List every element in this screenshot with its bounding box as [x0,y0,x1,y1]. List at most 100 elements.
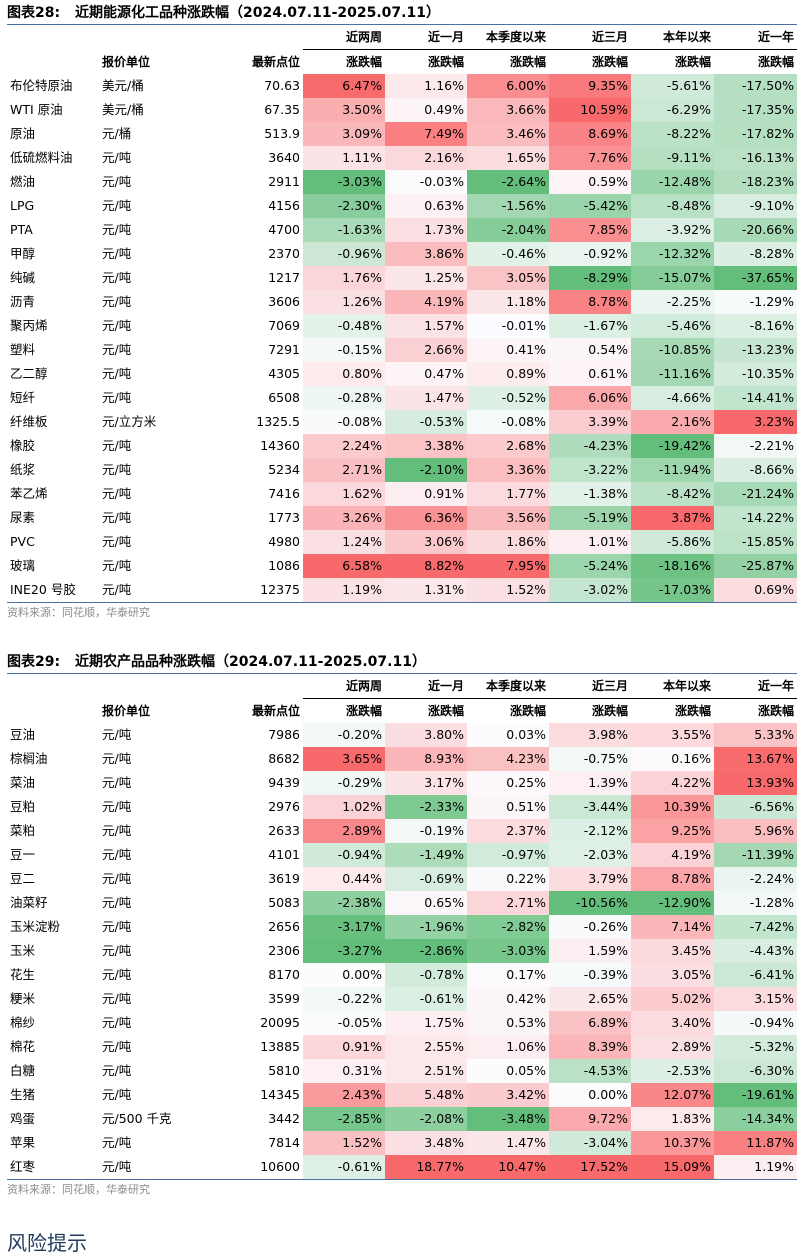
change-cell: -16.13% [714,146,797,170]
change-cell: -3.04% [549,1131,631,1155]
change-cell: 1.06% [467,1035,549,1059]
change-cell: 3.56% [467,506,549,530]
item-name: 菜油 [10,775,36,790]
item-name: 布伦特原油 [10,78,73,93]
header-cell [99,674,207,699]
change-cell: -1.49% [385,843,467,867]
header-row: 近两周 近一月 本季度以来 近三月 本年以来 近一年 [7,25,797,50]
change-cell: 3.66% [467,98,549,122]
table-row: 玉米 元/吨 2306 -3.27% -2.86% -3.03% 1.59% 3.45% -4.… [7,939,797,963]
change-cell: -19.61% [714,1083,797,1107]
latest-price: 70.63 [264,78,300,93]
latest-price: 3442 [268,1111,300,1126]
quote-unit: 元/吨 [102,1039,132,1054]
change-cell: -15.07% [631,266,714,290]
table-row: 豆油 元/吨 7986 -0.20% 3.80% 0.03% 3.98% 3.55% 5.33% [7,723,797,747]
quote-unit: 元/吨 [102,775,132,790]
change-cell: 1.86% [467,530,549,554]
change-cell: 3.05% [467,266,549,290]
header-cell: 近两周 [303,674,385,699]
change-cell: 4.19% [385,290,467,314]
change-cell: -2.04% [467,218,549,242]
change-cell: 18.77% [385,1155,467,1180]
header-cell: 涨跌幅 [509,55,546,69]
item-name: 豆粕 [10,799,36,814]
latest-price: 4700 [268,222,300,237]
change-cell: -5.61% [631,74,714,98]
change-cell: 9.35% [549,74,631,98]
change-cell: 3.55% [631,723,714,747]
header-row: 近两周 近一月 本季度以来 近三月 本年以来 近一年 [7,674,797,699]
header-cell: 最新点位 [251,54,300,69]
change-cell: 0.53% [467,1011,549,1035]
change-cell: -6.29% [631,98,714,122]
change-cell: -9.11% [631,146,714,170]
table-row: 纤维板 元/立方米 1325.5 -0.08% -0.53% -0.08% 3.39% 2.1… [7,410,797,434]
change-cell: 6.89% [549,1011,631,1035]
item-name: 燃油 [10,174,36,189]
table-row: 甲醇 元/吨 2370 -0.96% 3.86% -0.46% -0.92% -12.32% -… [7,242,797,266]
header-cell [207,25,303,50]
change-cell: 8.93% [385,747,467,771]
change-cell: 0.61% [549,362,631,386]
table-29-title: 图表29: 近期农产品品种涨跌幅（2024.07.11-2025.07.11） [7,651,797,674]
change-cell: 0.41% [467,338,549,362]
change-cell: 11.87% [714,1131,797,1155]
table-row: 短纤 元/吨 6508 -0.28% 1.47% -0.52% 6.06% -4.66% -14… [7,386,797,410]
quote-unit: 元/吨 [102,366,132,381]
change-cell: -8.29% [549,266,631,290]
change-cell: -1.56% [467,194,549,218]
change-cell: -19.42% [631,434,714,458]
change-cell: 2.65% [549,987,631,1011]
change-cell: -2.10% [385,458,467,482]
change-cell: -2.21% [714,434,797,458]
header-cell: 近一月 [385,25,467,50]
change-cell: -12.32% [631,242,714,266]
latest-price: 7291 [268,342,300,357]
change-cell: 1.18% [467,290,549,314]
change-cell: -0.75% [549,747,631,771]
change-cell: -3.48% [467,1107,549,1131]
change-cell: -8.16% [714,314,797,338]
change-cell: 3.86% [385,242,467,266]
item-name: 棉纱 [10,1015,36,1030]
change-cell: 1.01% [549,530,631,554]
change-cell: 0.17% [467,963,549,987]
change-cell: -3.17% [303,915,385,939]
quote-unit: 元/吨 [102,342,132,357]
change-cell: -8.22% [631,122,714,146]
change-cell: -8.66% [714,458,797,482]
header-cell: 本年以来 [631,674,714,699]
quote-unit: 元/吨 [102,318,132,333]
change-cell: 1.73% [385,218,467,242]
item-name: PTA [10,222,33,237]
table-row: 棕榈油 元/吨 8682 3.65% 8.93% 4.23% -0.75% 0.16% 13.6… [7,747,797,771]
latest-price: 2633 [268,823,300,838]
change-cell: -0.20% [303,723,385,747]
change-cell: 0.89% [467,362,549,386]
change-cell: 5.33% [714,723,797,747]
quote-unit: 元/吨 [102,270,132,285]
change-cell: 2.43% [303,1083,385,1107]
change-cell: 1.76% [303,266,385,290]
quote-unit: 元/吨 [102,1135,132,1150]
change-cell: -0.29% [303,771,385,795]
table-row: 玻璃 元/吨 1086 6.58% 8.82% 7.95% -5.24% -18.16% -25… [7,554,797,578]
change-cell: -3.44% [549,795,631,819]
change-cell: 7.14% [631,915,714,939]
table-row: INE20 号胶 元/吨 12375 1.19% 1.31% 1.52% -3.02% -17… [7,578,797,603]
change-cell: -3.27% [303,939,385,963]
change-cell: -18.16% [631,554,714,578]
header-cell: 涨跌幅 [591,704,628,718]
change-cell: -8.42% [631,482,714,506]
header-cell: 本季度以来 [467,674,549,699]
change-cell: 3.46% [467,122,549,146]
table-row: 燃油 元/吨 2911 -3.03% -0.03% -2.64% 0.59% -12.48% -… [7,170,797,194]
table-row: 豆二 元/吨 3619 0.44% -0.69% 0.22% 3.79% 8.78% -2.24… [7,867,797,891]
change-cell: -18.23% [714,170,797,194]
header-cell [7,699,99,724]
change-cell: 3.42% [467,1083,549,1107]
latest-price: 9439 [268,775,300,790]
change-cell: -0.97% [467,843,549,867]
change-cell: 8.78% [631,867,714,891]
